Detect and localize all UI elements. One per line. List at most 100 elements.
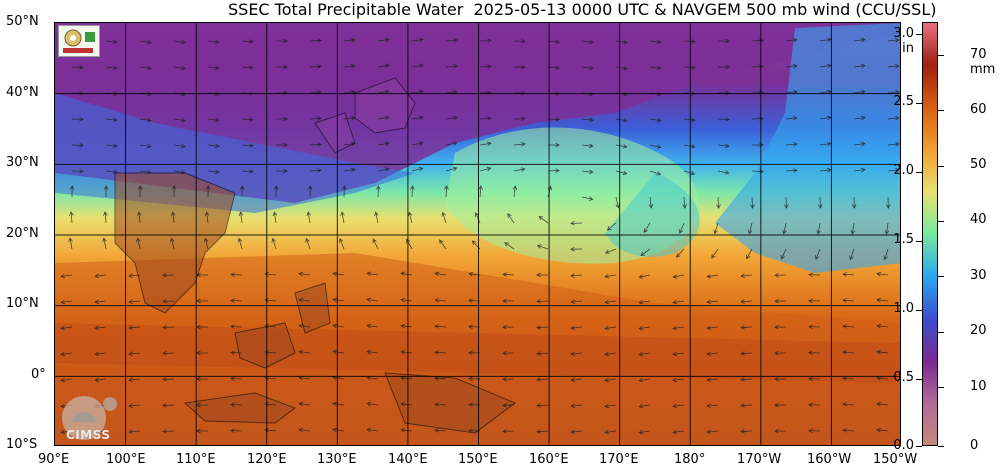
wind-arrow [400,297,413,303]
wind-arrow [785,115,798,121]
wind-arrow [706,299,719,305]
wind-arrow [162,351,175,356]
wind-arrow [853,89,866,95]
wind-arrow [672,299,685,305]
wind-arrow [711,248,719,259]
lat-label-10s: 10°S [6,437,38,452]
wind-arrow [502,428,515,434]
wind-arrow [366,297,379,303]
wind-arrow [162,299,175,304]
wind-arrow [207,169,220,175]
wind-arrow [604,403,617,409]
wind-arrow [615,196,620,209]
wind-arrow [887,115,900,121]
wind-arrow [547,117,560,122]
wind-arrow [638,403,651,409]
wind-arrow [196,350,209,356]
wind-arrow [547,39,560,44]
wind-arrow [271,237,277,250]
lon-label-130e: 130°E [317,452,357,467]
wind-arrow [441,211,447,224]
wind-arrow [808,402,821,407]
wind-arrow [780,248,787,260]
wind-arrow [785,168,798,173]
wind-arrow [876,323,889,329]
tpw-map[interactable] [54,22,901,446]
wind-arrow [774,402,787,408]
wind-arrow [570,325,583,331]
colorbar-mm-tick-20: 20 [970,323,987,338]
wind-arrow [570,403,583,409]
wind-arrow [94,273,107,279]
wind-arrow [502,272,515,277]
wind-arrow [536,244,549,250]
colorbar-in-tick-0-5: 0.5 [893,370,914,385]
wind-arrow [400,271,413,277]
wind-arrow [366,271,379,277]
wind-arrow [682,196,687,209]
wind-arrow [71,117,84,122]
wind-arrow [343,63,356,69]
wind-arrow [128,403,141,408]
lon-label-90e: 90°E [38,452,70,467]
wind-arrow [887,167,900,173]
wind-arrow [103,211,108,224]
wind-arrow [581,169,594,175]
wind-arrow [173,169,186,175]
wind-arrow [136,237,141,250]
wind-arrow [683,65,696,70]
wind-arrow [536,325,549,330]
colorbar-in-tick-0-0: 0.0 [893,438,914,453]
wind-arrow [298,271,311,277]
wind-arrow [842,428,855,433]
colorbar-mm-tick-mark [938,332,944,333]
wind-arrow [276,90,288,96]
wind-arrow [207,143,220,149]
wind-arrow [570,377,583,383]
lat-label-equator: 0° [31,367,46,382]
wind-arrow [604,351,617,357]
wind-arrow [170,237,175,250]
lon-label-170e: 170°E [599,452,639,467]
wind-arrow [366,401,379,407]
wind-arrow [173,143,186,149]
wind-arrow [230,428,243,433]
wind-arrow [853,167,866,173]
wind-arrow [173,117,186,123]
wind-arrow [785,37,798,43]
wind-arrow [816,222,821,235]
wind-arrow [615,39,628,45]
wind-arrow [94,351,107,357]
wind-arrow [139,65,152,71]
wind-arrow [536,351,549,356]
lat-label-40n: 40°N [6,85,39,100]
wind-arrow [717,143,730,149]
wind-arrow [638,299,651,305]
wind-arrow [439,239,447,250]
wind-arrow [479,166,492,172]
wind-arrow [604,299,617,305]
wind-arrow [479,141,492,147]
wind-arrow [60,351,73,357]
colorbar-mm-tick-mark [938,221,944,222]
wind-arrow [706,351,719,357]
wind-arrow [808,350,821,355]
wind-arrow [887,63,900,69]
wind-arrow [649,144,662,149]
wind-arrow [374,211,379,224]
wind-arrow [747,222,753,235]
wind-arrow [672,351,685,357]
lon-label-180: 180° [674,452,706,467]
map-title: SSEC Total Precipitable Water 2025-05-13… [228,0,937,19]
wind-arrow [241,117,254,122]
wind-arrow [683,144,696,149]
wind-arrow [615,117,628,123]
wind-arrow [876,427,889,433]
wind-arrow [196,376,209,382]
colorbar-in-tick-3-0: 3.0 [893,26,914,41]
lon-label-150e: 150°E [458,452,498,467]
colorbar-in-tick-mark [916,310,922,311]
wind-arrow [808,324,821,329]
wind-arrow [128,429,141,434]
wind-arrow [196,428,209,434]
